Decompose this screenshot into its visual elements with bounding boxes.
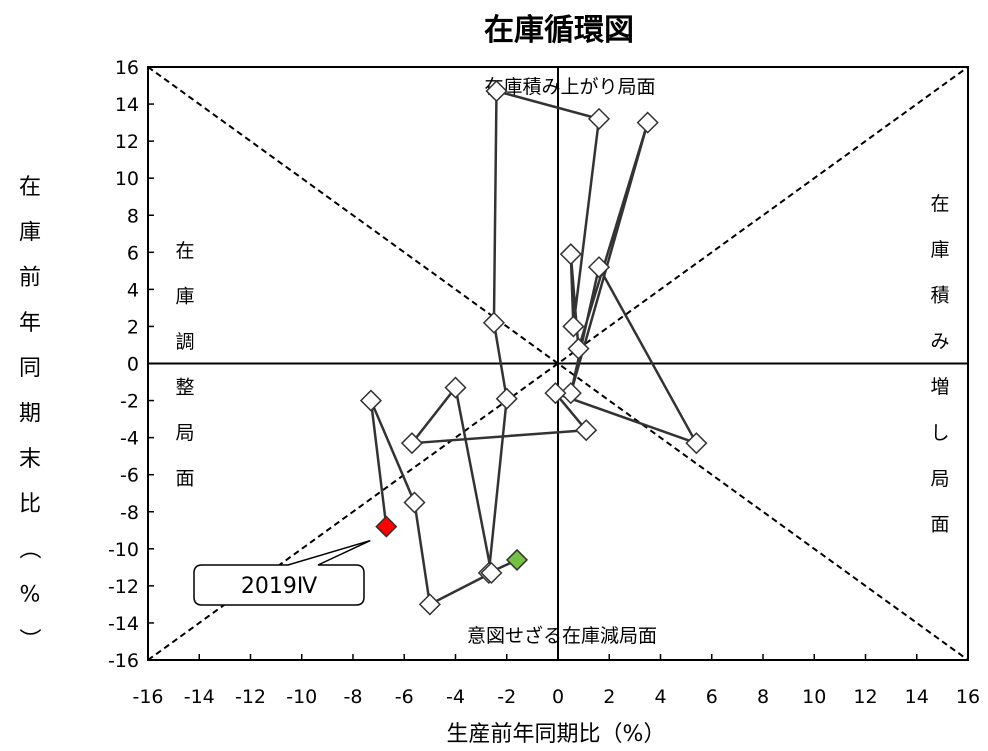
x-tick-label: 0	[552, 686, 564, 708]
callout-bubble	[193, 539, 371, 606]
x-tick-label: 16	[956, 686, 980, 708]
x-tick-label: -6	[395, 686, 414, 708]
y-tick-label: -8	[120, 502, 139, 524]
y-tick-label: 4	[127, 279, 139, 301]
region-right-char: み	[930, 330, 949, 352]
x-tick-label: -16	[132, 686, 163, 708]
data-point	[400, 432, 423, 455]
y-tick-label: 8	[127, 205, 139, 227]
x-axis-title: 生産前年同期比（%）	[447, 722, 666, 747]
y-tick-label: -6	[120, 465, 139, 487]
data-point	[495, 387, 518, 410]
data-point	[403, 491, 426, 514]
y-axis-title-char: %	[20, 583, 41, 608]
chart-title: 在庫循環図	[484, 13, 634, 48]
x-tick-label: -14	[184, 686, 215, 708]
data-point	[587, 256, 611, 279]
x-tick-label: 6	[706, 686, 718, 708]
y-tick-label: 16	[115, 57, 139, 79]
x-tick-label: 2	[603, 686, 615, 708]
y-axis-title-char: 同	[19, 356, 41, 381]
x-tick-label: 14	[905, 686, 929, 708]
data-point	[567, 337, 590, 360]
y-tick-label: -10	[108, 539, 139, 561]
y-axis-title-char: 末	[19, 447, 41, 472]
x-tick-label: -10	[286, 686, 317, 708]
y-axis-title-char: 年	[19, 311, 41, 336]
y-axis-title-char: 比	[19, 492, 41, 517]
y-axis-title-char: （	[16, 537, 41, 559]
x-tick-label: -4	[446, 686, 465, 708]
data-point	[505, 548, 529, 571]
data-point	[359, 389, 382, 412]
region-right-char: 面	[930, 514, 949, 536]
region-right-char: 局	[930, 468, 949, 490]
region-right-char: 増	[930, 376, 949, 398]
y-tick-label: 2	[127, 316, 139, 338]
region-right-char: し	[930, 422, 949, 444]
y-tick-label: 14	[115, 94, 139, 116]
data-point	[480, 561, 503, 584]
data-point	[685, 432, 708, 455]
data-point	[562, 315, 585, 338]
region-left-char: 整	[175, 377, 194, 399]
x-tick-label: 12	[853, 686, 877, 708]
y-tick-label: -16	[108, 650, 139, 672]
center-axes	[148, 67, 968, 660]
series-line	[369, 89, 698, 606]
y-tick-label: -2	[120, 391, 139, 413]
data-point	[482, 311, 505, 334]
x-axis-ticks: -16 -14 -12 -10 -8 -6 -4 -2 0 2 4 6 8 10 12 14 16	[132, 654, 980, 708]
x-tick-label: 8	[757, 686, 769, 708]
data-point	[418, 593, 441, 616]
region-left-char: 在	[175, 240, 194, 262]
data-point	[559, 243, 582, 266]
x-tick-label: 10	[802, 686, 826, 708]
y-tick-label: -12	[108, 576, 139, 598]
region-left-char: 面	[175, 468, 194, 490]
region-right-char: 積	[930, 285, 949, 307]
region-left-char: 局	[175, 422, 194, 444]
x-tick-label: -12	[235, 686, 266, 708]
data-point	[375, 515, 398, 538]
y-axis-title-char: 在	[19, 175, 41, 200]
series-polyline	[369, 89, 698, 606]
data-point	[444, 376, 467, 399]
y-tick-label: 12	[115, 131, 139, 153]
region-right-char: 庫	[930, 239, 949, 261]
y-axis-title-char: 期	[19, 402, 41, 427]
y-tick-label: 10	[115, 168, 139, 190]
y-axis-title-char: ）	[16, 628, 41, 650]
x-tick-label: -2	[497, 686, 516, 708]
data-point	[636, 111, 659, 134]
y-axis-title-char: 庫	[19, 220, 41, 245]
y-tick-label: -14	[108, 613, 139, 635]
region-label-top: 在庫積み上がり局面	[484, 76, 655, 98]
y-tick-label: 0	[127, 354, 139, 376]
y-tick-label: 6	[127, 242, 139, 264]
callout-label: 2019Ⅳ	[241, 574, 318, 599]
x-tick-label: 4	[654, 686, 666, 708]
callout: 2019Ⅳ	[193, 539, 371, 606]
data-point	[485, 80, 508, 103]
y-axis-ticks: 16 14 12 10 8 6 4 2 0 -2 -4 -6 -8 -10 -12 -14 -16	[108, 57, 154, 672]
data-point	[587, 107, 611, 130]
data-point	[559, 382, 582, 405]
region-label-bottom: 意図せざる在庫減局面	[467, 624, 657, 647]
data-point	[575, 419, 598, 442]
region-left-char: 庫	[175, 286, 194, 308]
y-axis-title-char: 前	[19, 266, 41, 291]
series-points	[359, 80, 708, 616]
region-right-char: 在	[930, 193, 949, 215]
data-point	[544, 382, 567, 405]
x-tick-label: -8	[344, 686, 363, 708]
y-tick-label: -4	[120, 428, 139, 450]
region-left-char: 調	[175, 331, 194, 353]
